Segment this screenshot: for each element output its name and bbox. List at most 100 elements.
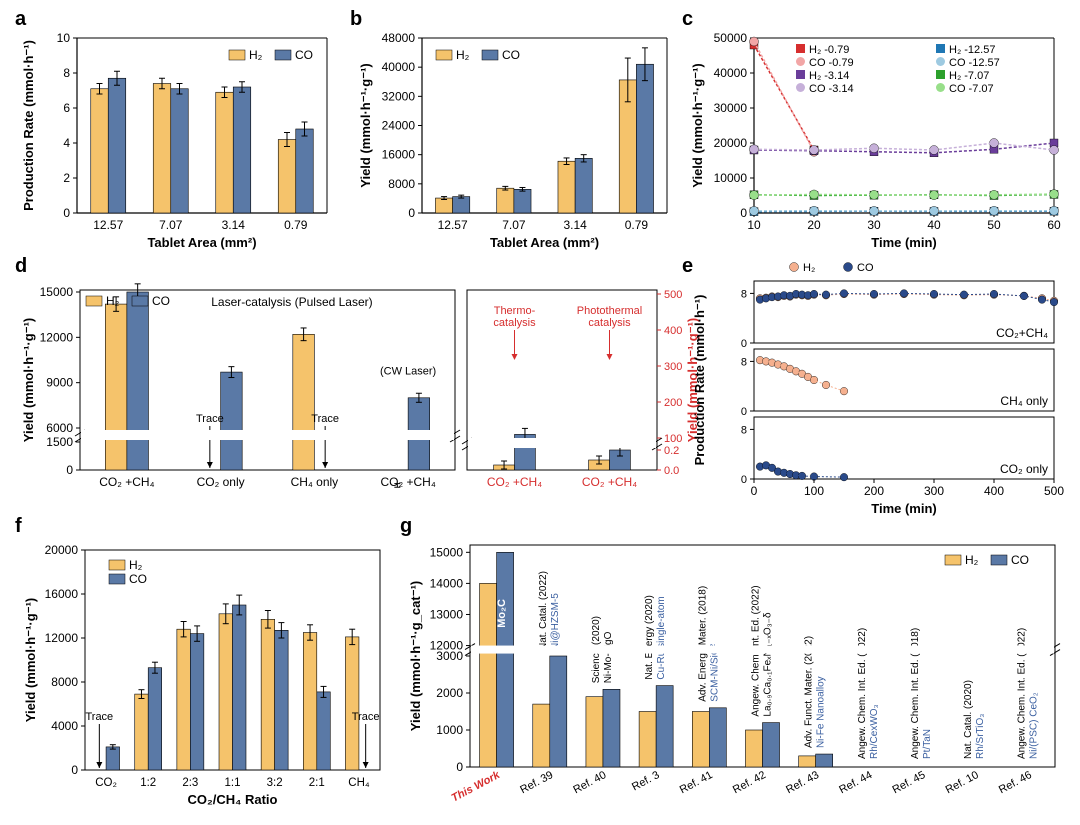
svg-text:40: 40 bbox=[927, 218, 941, 232]
svg-text:Nat. Energy (2020): Nat. Energy (2020) bbox=[644, 595, 655, 680]
svg-text:CO₂ +CH₄: CO₂ +CH₄ bbox=[582, 475, 637, 489]
svg-text:CH₄ only: CH₄ only bbox=[291, 475, 339, 489]
svg-text:0: 0 bbox=[741, 338, 747, 350]
svg-text:0: 0 bbox=[71, 763, 78, 777]
svg-text:0: 0 bbox=[63, 206, 70, 220]
svg-text:Ni/(PSC) CeO₂: Ni/(PSC) CeO₂ bbox=[1028, 692, 1039, 759]
chart-g: 010002000300012000130001400015000This Wo… bbox=[400, 515, 1070, 820]
svg-text:8: 8 bbox=[741, 424, 747, 436]
svg-text:Ref. 39: Ref. 39 bbox=[518, 769, 555, 796]
svg-text:200: 200 bbox=[864, 484, 884, 498]
svg-text:0: 0 bbox=[741, 474, 747, 486]
svg-text:Ref. 3: Ref. 3 bbox=[630, 769, 662, 793]
svg-text:1:2: 1:2 bbox=[140, 777, 156, 789]
svg-text:Ref. 40: Ref. 40 bbox=[571, 769, 608, 796]
svg-text:16000: 16000 bbox=[382, 148, 416, 162]
svg-text:Time (min): Time (min) bbox=[871, 235, 937, 250]
svg-text:CO₂ +CH₄: CO₂ +CH₄ bbox=[99, 475, 154, 489]
svg-text:3.14: 3.14 bbox=[222, 218, 246, 232]
chart-f: 040008000120001600020000CO₂1:22:31:13:22… bbox=[15, 515, 395, 815]
svg-text:12000: 12000 bbox=[430, 639, 464, 653]
svg-text:0: 0 bbox=[66, 463, 73, 477]
svg-text:100: 100 bbox=[664, 433, 682, 445]
svg-text:Yield (mmol·h⁻¹·g⁻¹): Yield (mmol·h⁻¹·g⁻¹) bbox=[23, 598, 38, 722]
svg-text:Ref. 44: Ref. 44 bbox=[837, 769, 874, 796]
svg-text:CO -3.14: CO -3.14 bbox=[809, 83, 854, 95]
svg-text:Tablet Area (mm²): Tablet Area (mm²) bbox=[490, 235, 599, 250]
svg-text:Ref. 42: Ref. 42 bbox=[731, 769, 768, 796]
svg-text:Trace: Trace bbox=[85, 711, 113, 723]
svg-text:0.2: 0.2 bbox=[664, 445, 679, 457]
svg-text:Photothermal: Photothermal bbox=[577, 305, 642, 317]
svg-text:This Work: This Work bbox=[450, 769, 503, 805]
svg-text:500: 500 bbox=[1044, 484, 1064, 498]
svg-text:13000: 13000 bbox=[430, 607, 464, 621]
svg-text:Adv. Energy Mater. (2018): Adv. Energy Mater. (2018) bbox=[697, 586, 708, 702]
svg-text:40000: 40000 bbox=[382, 60, 416, 74]
svg-text:CO₂/CH₄ Ratio: CO₂/CH₄ Ratio bbox=[188, 792, 278, 807]
svg-text:30000: 30000 bbox=[714, 101, 748, 115]
svg-text:4: 4 bbox=[63, 136, 70, 150]
panel-g: g 010002000300012000130001400015000This … bbox=[400, 515, 1070, 820]
svg-text:2:1: 2:1 bbox=[309, 777, 325, 789]
svg-text:14000: 14000 bbox=[430, 576, 464, 590]
svg-text:0.79: 0.79 bbox=[284, 218, 308, 232]
svg-text:12000: 12000 bbox=[45, 631, 79, 645]
svg-text:12.57: 12.57 bbox=[93, 218, 123, 232]
svg-text:15000: 15000 bbox=[430, 545, 464, 559]
svg-text:Cu-Ru single-atom: Cu-Ru single-atom bbox=[656, 596, 667, 679]
svg-text:200: 200 bbox=[664, 397, 682, 409]
panel-label-g: g bbox=[400, 515, 412, 538]
svg-text:CO -12.57: CO -12.57 bbox=[949, 57, 1000, 69]
svg-text:CH₄: CH₄ bbox=[348, 777, 370, 789]
chart-a: 024681012.577.073.140.79Tablet Area (mm²… bbox=[15, 8, 345, 248]
svg-text:300: 300 bbox=[924, 484, 944, 498]
svg-text:Ref. 43: Ref. 43 bbox=[784, 769, 821, 796]
svg-text:Yield (mmol·h⁻¹·g_cat⁻¹): Yield (mmol·h⁻¹·g_cat⁻¹) bbox=[408, 581, 423, 731]
svg-text:9000: 9000 bbox=[46, 376, 73, 390]
svg-text:(CW Laser): (CW Laser) bbox=[380, 366, 436, 378]
svg-text:CO₂ only: CO₂ only bbox=[197, 475, 245, 489]
svg-text:0: 0 bbox=[456, 760, 463, 774]
svg-text:CO₂: CO₂ bbox=[95, 777, 117, 789]
svg-text:2:3: 2:3 bbox=[182, 777, 198, 789]
svg-text:12000: 12000 bbox=[40, 330, 74, 344]
svg-text:40000: 40000 bbox=[714, 66, 748, 80]
svg-text:Tablet Area (mm²): Tablet Area (mm²) bbox=[147, 235, 256, 250]
svg-text:2: 2 bbox=[63, 171, 70, 185]
panel-f: f 040008000120001600020000CO₂1:22:31:13:… bbox=[15, 515, 395, 815]
svg-text:50000: 50000 bbox=[714, 31, 748, 45]
svg-text:16000: 16000 bbox=[45, 587, 79, 601]
svg-text:CO: CO bbox=[1011, 553, 1029, 567]
svg-text:50: 50 bbox=[987, 218, 1001, 232]
svg-text:CO: CO bbox=[857, 262, 874, 274]
svg-text:Ref. 46: Ref. 46 bbox=[997, 769, 1034, 796]
svg-text:10: 10 bbox=[747, 218, 761, 232]
svg-text:H₂: H₂ bbox=[249, 48, 263, 62]
svg-text:20: 20 bbox=[807, 218, 821, 232]
svg-text:0: 0 bbox=[751, 484, 758, 498]
chart-e: 08CO₂+CH₄08CH₄ only08CO₂ only01002003004… bbox=[682, 255, 1072, 505]
svg-text:300: 300 bbox=[664, 361, 682, 373]
svg-text:500: 500 bbox=[664, 289, 682, 301]
panel-label-a: a bbox=[15, 8, 26, 31]
svg-text:CO₂ +CH₄: CO₂ +CH₄ bbox=[381, 475, 436, 489]
svg-text:3.14: 3.14 bbox=[563, 218, 587, 232]
svg-text:catalysis: catalysis bbox=[493, 317, 536, 329]
svg-text:Rh/CexWO₃: Rh/CexWO₃ bbox=[869, 704, 880, 759]
svg-text:30: 30 bbox=[867, 218, 881, 232]
svg-text:Ref. 10: Ref. 10 bbox=[944, 769, 981, 796]
svg-text:Trace: Trace bbox=[352, 711, 380, 723]
svg-text:400: 400 bbox=[984, 484, 1004, 498]
svg-text:H₂: H₂ bbox=[965, 553, 979, 567]
svg-text:Rh/SrTiO₃: Rh/SrTiO₃ bbox=[975, 714, 986, 759]
svg-text:60: 60 bbox=[1047, 218, 1061, 232]
svg-text:Production Rate (mmol·h⁻¹): Production Rate (mmol·h⁻¹) bbox=[692, 295, 707, 466]
svg-text:6000: 6000 bbox=[46, 421, 73, 435]
svg-text:Ni@HZSM-5: Ni@HZSM-5 bbox=[550, 593, 561, 650]
svg-text:12.57: 12.57 bbox=[438, 218, 468, 232]
svg-text:Ref. 41: Ref. 41 bbox=[678, 769, 715, 796]
svg-text:Ni-Mo-MgO: Ni-Mo-MgO bbox=[603, 631, 614, 683]
panel-label-f: f bbox=[15, 515, 22, 538]
svg-text:CH₄ only: CH₄ only bbox=[1000, 394, 1048, 408]
